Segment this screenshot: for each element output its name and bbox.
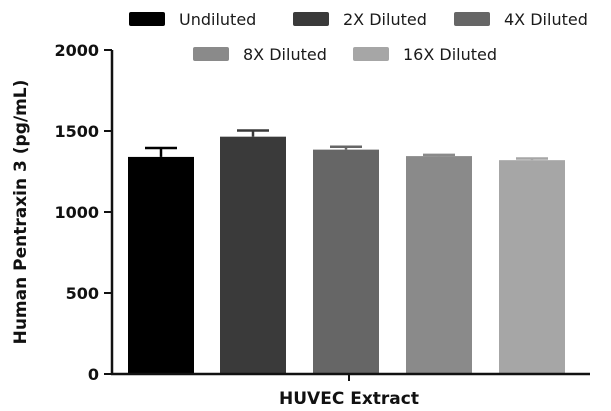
y-axis-title: Human Pentraxin 3 (pg/mL)	[11, 80, 31, 345]
bar	[313, 149, 379, 374]
y-ticks: 0 500 1000 1500 2000	[54, 41, 112, 384]
legend-label: 16X Diluted	[403, 45, 497, 64]
bar	[406, 156, 472, 374]
y-tick-label: 2000	[54, 41, 99, 60]
legend-label: 8X Diluted	[243, 45, 327, 64]
legend-swatch	[454, 12, 490, 26]
legend-label: 4X Diluted	[504, 10, 588, 29]
bar	[220, 136, 286, 374]
legend-item: 8X Diluted	[193, 45, 327, 64]
y-tick-label: 1500	[54, 122, 99, 141]
bar	[128, 156, 194, 374]
legend-swatch	[129, 12, 165, 26]
y-tick-label: 1000	[54, 203, 99, 222]
legend-item: 4X Diluted	[454, 10, 588, 29]
legend-swatch	[193, 47, 229, 61]
legend-label: Undiluted	[179, 10, 256, 29]
legend-swatch	[293, 12, 329, 26]
legend-item: Undiluted	[129, 10, 256, 29]
y-tick-label: 500	[66, 284, 99, 303]
x-axis-title: HUVEC Extract	[279, 389, 419, 409]
bars	[128, 129, 565, 374]
legend-label: 2X Diluted	[343, 10, 427, 29]
legend-swatch	[353, 47, 389, 61]
bar	[499, 160, 565, 374]
legend-item: 2X Diluted	[293, 10, 427, 29]
legend: Undiluted 2X Diluted 4X Diluted 8X Diluted 1…	[129, 10, 588, 64]
legend-item: 16X Diluted	[353, 45, 497, 64]
y-tick-label: 0	[88, 365, 99, 384]
